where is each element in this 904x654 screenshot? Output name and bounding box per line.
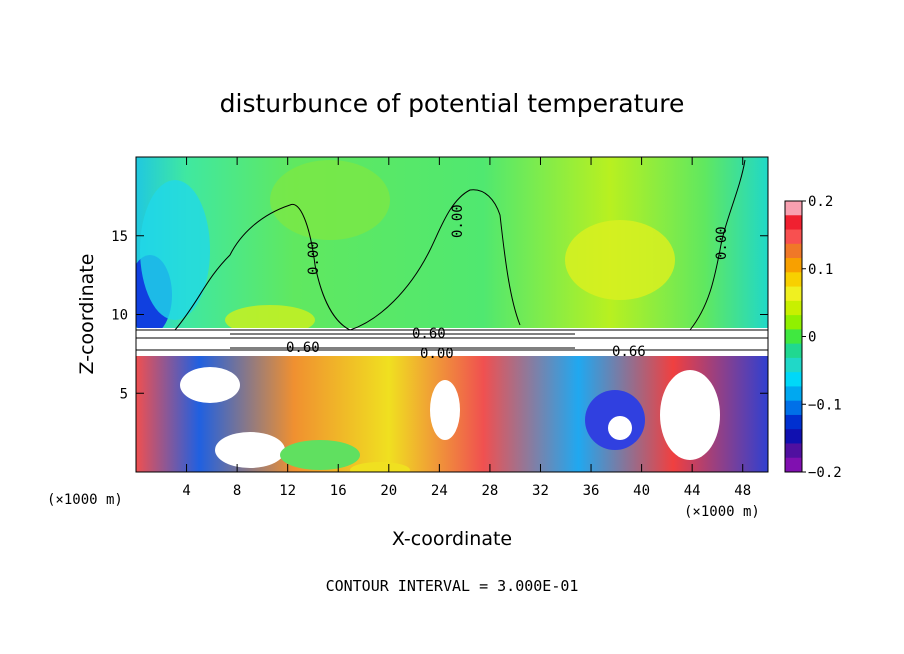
upper-cyan-patch [140, 180, 210, 320]
y-tick-label: 10 [111, 308, 128, 324]
colorbar-swatch [785, 414, 802, 430]
y-tick-label: 5 [120, 386, 128, 402]
colorbar-swatch [785, 201, 802, 216]
colorbar-swatch [785, 429, 802, 444]
x-tick-label: 24 [431, 483, 448, 499]
contour-line-0-left [174, 203, 351, 331]
contour-line-0-right [689, 159, 746, 331]
x-unit-label-left: (×1000 m) [47, 492, 123, 508]
lower-blue-core [608, 416, 632, 440]
colorbar-swatch [785, 400, 802, 416]
contour-line-0-center [349, 189, 521, 331]
colorbar-swatch [785, 329, 802, 345]
x-tick-label: 12 [279, 483, 296, 499]
contour-label-7: 0.66 [612, 344, 646, 360]
colorbar-swatch [785, 215, 802, 231]
x-tick-label: 48 [734, 483, 751, 499]
colorbar-tick-label: 0.1 [808, 262, 833, 278]
colorbar-swatch [785, 258, 802, 273]
colorbar-swatch [785, 386, 802, 402]
x-tick-label: 4 [182, 483, 190, 499]
x-axis-label: X-coordinate [392, 528, 512, 550]
contour-interval-note: CONTOUR INTERVAL = 3.000E-01 [326, 577, 579, 595]
x-tick-label: 32 [532, 483, 549, 499]
chart-title: disturbunce of potential temperature [220, 89, 685, 118]
x-tick-label: 28 [481, 483, 498, 499]
colorbar-swatch [785, 357, 802, 373]
upper-field [136, 157, 768, 332]
upper-yellow-patch [565, 220, 675, 300]
colorbar-swatch [785, 343, 802, 359]
colorbar-swatch [785, 443, 802, 459]
x-tick-label: 8 [233, 483, 241, 499]
x-tick-label: 20 [380, 483, 397, 499]
lower-white-patch-3 [660, 370, 720, 460]
colorbar-swatch [785, 315, 802, 330]
contour-label-1: 0.00 [306, 241, 322, 275]
x-tick-label: 44 [684, 483, 701, 499]
y-tick-label: 15 [111, 229, 128, 245]
y-axis-label: Z-coordinate [76, 254, 98, 375]
colorbar-swatch [785, 243, 802, 259]
colorbar-swatch [785, 229, 802, 245]
colorbar: 0.2 0.1 0 −0.1 −0.2 [784, 194, 842, 481]
y-axis: 5 10 15 [111, 229, 768, 402]
colorbar-swatch [785, 272, 802, 288]
contour-label-3: 0.00 [714, 226, 730, 260]
contour-label-2: 0.00 [450, 204, 466, 238]
contour-label-4: 0.60 [412, 326, 446, 342]
colorbar-tick-label: 0.2 [808, 194, 833, 210]
x-unit-label-right: (×1000 m) [684, 504, 760, 520]
contour-band-lines [136, 329, 768, 351]
lower-green-patch [280, 440, 360, 470]
colorbar-swatch [785, 300, 802, 316]
lower-white-patch-1 [180, 367, 240, 403]
upper-yellow-patch-2 [225, 305, 315, 335]
colorbar-tick-label: −0.2 [808, 465, 842, 481]
contour-labels: 0.00 0.00 0.00 0.60 0.60 0.00 0.66 [286, 204, 730, 362]
colorbar-tick-label: 0 [808, 330, 816, 346]
contour-label-6: 0.00 [420, 346, 454, 362]
colorbar-tick-label: −0.1 [808, 397, 842, 413]
x-axis: 4 8 12 16 20 24 28 32 36 40 44 48 [182, 157, 751, 499]
colorbar-swatch [785, 457, 802, 473]
x-tick-label: 16 [330, 483, 347, 499]
colorbar-swatch [785, 372, 802, 387]
colorbar-swatch [785, 286, 802, 302]
band-field [136, 328, 768, 356]
upper-green-patch [270, 160, 390, 240]
lower-white-patch-2 [215, 432, 285, 468]
x-tick-label: 40 [633, 483, 650, 499]
heatmap-field [136, 157, 768, 472]
lower-white-patch-4 [430, 380, 460, 440]
contour-label-5: 0.60 [286, 340, 320, 356]
lower-yellow-patch [350, 462, 410, 472]
x-tick-label: 36 [583, 483, 600, 499]
